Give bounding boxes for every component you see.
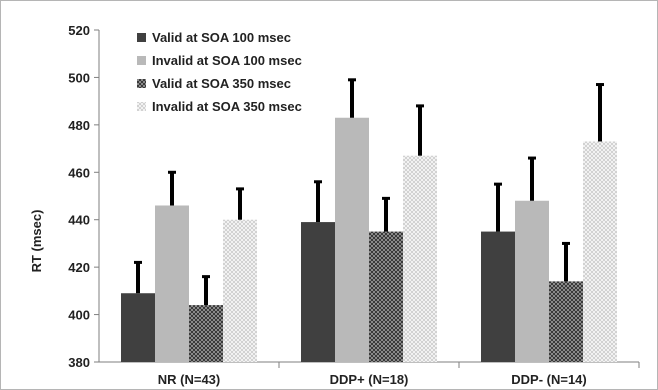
error-bars [134, 78, 604, 306]
bars [121, 117, 617, 362]
legend-label: Valid at SOA 350 msec [152, 76, 291, 91]
bar [369, 231, 403, 362]
bar [515, 200, 549, 362]
legend-swatch [137, 33, 146, 42]
bar [189, 305, 223, 362]
bar [301, 222, 335, 362]
bar [481, 231, 515, 362]
bar [583, 141, 617, 362]
legend-swatch [137, 102, 146, 111]
y-tick-label: 500 [68, 70, 90, 85]
legend-label: Valid at SOA 100 msec [152, 30, 291, 45]
y-tick-label: 440 [68, 213, 90, 228]
y-tick-label: 520 [68, 23, 90, 38]
legend-swatch [137, 56, 146, 65]
bar [403, 155, 437, 362]
y-tick-label: 480 [68, 118, 90, 133]
x-tick-label: DDP- (N=14) [511, 372, 587, 387]
legend-swatch [137, 79, 146, 88]
y-tick-label: 380 [68, 355, 90, 370]
bar [335, 117, 369, 362]
bar [549, 281, 583, 362]
legend-label: Invalid at SOA 100 msec [152, 53, 302, 68]
x-tick-label: NR (N=43) [158, 372, 221, 387]
y-tick-label: 400 [68, 308, 90, 323]
y-tick-label: 460 [68, 165, 90, 180]
tick-labels: 380 400 420 440 460 480 500 520 NR (N=43) DDP+ (N… [68, 23, 586, 387]
bar [155, 205, 189, 362]
legend-label: Invalid at SOA 350 msec [152, 99, 302, 114]
x-tick-label: DDP+ (N=18) [330, 372, 409, 387]
y-tick-label: 420 [68, 260, 90, 275]
bar [223, 219, 257, 362]
bar [121, 293, 155, 362]
legend: Valid at SOA 100 msec Invalid at SOA 100 … [137, 30, 302, 114]
y-axis-title: RT (msec) [29, 210, 44, 273]
